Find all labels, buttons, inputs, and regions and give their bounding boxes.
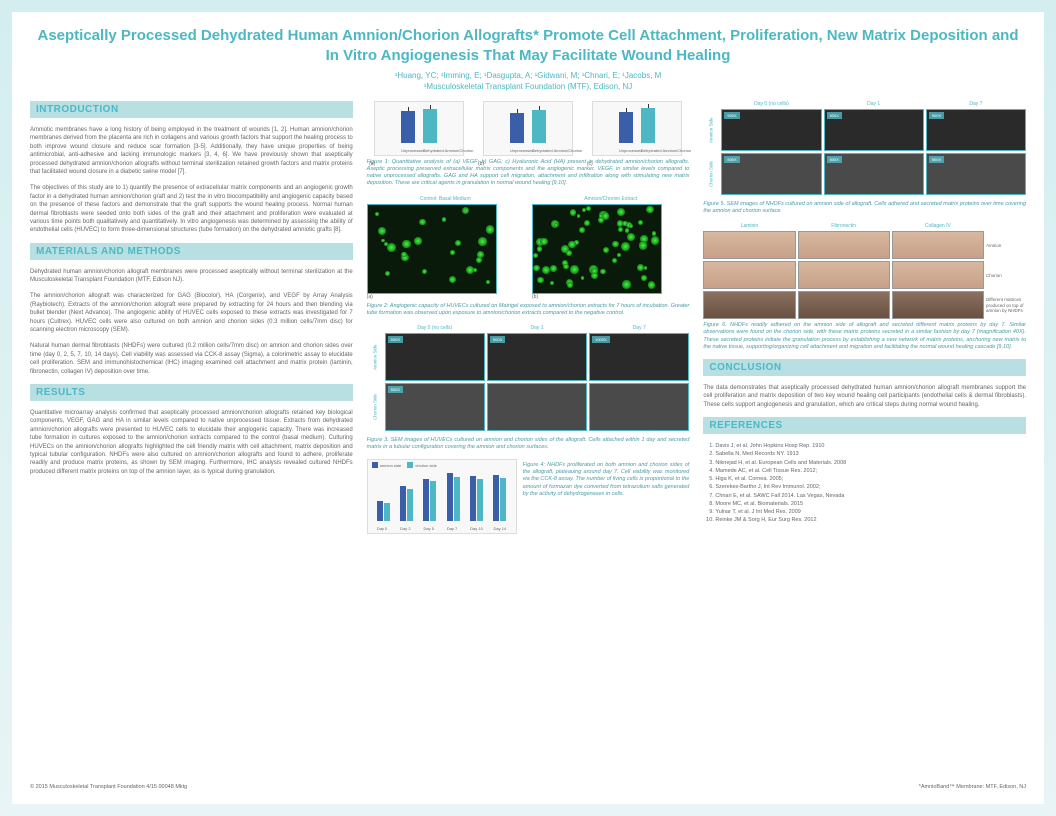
fig1-caption: Figure 1: Quantitative analysis of (a) V… xyxy=(367,159,690,188)
ref-item: Davis J, et al. John Hopkins Hosp Rep. 1… xyxy=(715,442,1026,450)
figure-5: Day 0 (no cells)Day 1Day 7Amnion Side500… xyxy=(703,101,1026,215)
sem-image: 500X xyxy=(385,383,485,431)
ref-item: Reinke JM & Sorg H, Eur Surg Res. 2012 xyxy=(715,516,1026,524)
ref-item: Yulnar T, et al. J Int Med Res. 2009 xyxy=(715,508,1026,516)
fig6-caption: Figure 6. NHDFs readily adhered on the a… xyxy=(703,322,1026,351)
footer: © 2015 Musculoskeletal Transplant Founda… xyxy=(30,784,1026,790)
sem-image: 500X xyxy=(487,333,587,381)
fig4-caption: Figure 4: NHDFs proliferated on both amn… xyxy=(523,462,690,498)
methods-header: MATERIALS AND METHODS xyxy=(30,243,353,260)
histo-image xyxy=(892,291,984,319)
bar-chart: VEGF(a)UnprocessedDehydrated Amnion/Chor… xyxy=(374,101,464,156)
title: Aseptically Processed Dehydrated Human A… xyxy=(30,26,1026,65)
footer-right: *AmnioBand™ Membrane: MTF, Edison, NJ xyxy=(919,784,1026,790)
sem-image: 500X xyxy=(721,153,821,195)
histo-image xyxy=(703,261,795,289)
fig2-label-b: Amnion/Chorion Extract xyxy=(532,196,689,202)
histo-image xyxy=(892,261,984,289)
sem-image: 500X xyxy=(385,333,485,381)
figure-2: Control: Basal Medium (a) Amnion/Chorion… xyxy=(367,196,690,317)
fig2-img-a xyxy=(367,204,497,294)
methods-p2: The amnion/chorion allograft was charact… xyxy=(30,292,353,334)
sem-image: 500X xyxy=(721,109,821,151)
footer-left: © 2015 Musculoskeletal Transplant Founda… xyxy=(30,784,187,790)
results-p1: Quantitative microarray analysis confirm… xyxy=(30,409,353,476)
refs-header: REFERENCES xyxy=(703,417,1026,434)
histo-image xyxy=(703,231,795,259)
fig4-chart: amnion side chorion side Day 0 Day 2 Day… xyxy=(367,459,517,534)
figure-1: VEGF(a)UnprocessedDehydrated Amnion/Chor… xyxy=(367,101,690,188)
bar-chart: GAG(b)UnprocessedDehydrated Amnion/Chori… xyxy=(483,101,573,156)
histo-image xyxy=(703,291,795,319)
authors: ¹Huang, YC; ¹Imming, E; ¹Dasgupta, A; ¹G… xyxy=(30,71,1026,80)
sem-image: 500X xyxy=(824,153,924,195)
fig2-label-a: Control: Basal Medium xyxy=(367,196,524,202)
figure-3: Day 0 (no cells)Day 1Day 7Amnion Side500… xyxy=(367,325,690,451)
figure-6: LamininFibronectinCollagen IVAmnionChori… xyxy=(703,223,1026,351)
columns: INTRODUCTION Amniotic membranes have a l… xyxy=(30,101,1026,778)
histo-image xyxy=(798,291,890,319)
methods-p3: Natural human dermal fibroblasts (NHDFs)… xyxy=(30,342,353,376)
refs-list: Davis J, et al. John Hopkins Hosp Rep. 1… xyxy=(703,442,1026,525)
col-middle: VEGF(a)UnprocessedDehydrated Amnion/Chor… xyxy=(367,101,690,778)
ref-item: Szerekes-Bartho J, Int Rev Immunol. 2002… xyxy=(715,483,1026,491)
fig3-caption: Figure 3. SEM images of HUVECs cultured … xyxy=(367,437,690,451)
histo-image xyxy=(798,231,890,259)
ref-item: Niknejad H, et al. European Cells and Ma… xyxy=(715,459,1026,467)
histo-image xyxy=(892,231,984,259)
sem-image: 500X xyxy=(926,153,1026,195)
ref-item: Higa K, et al. Cornea. 2005; xyxy=(715,475,1026,483)
sem-image: 500X xyxy=(824,109,924,151)
intro-p2: The objectives of this study are to 1) q… xyxy=(30,184,353,234)
affiliation: ¹Musculoskeletal Transplant Foundation (… xyxy=(30,82,1026,91)
results-header: RESULTS xyxy=(30,384,353,401)
ref-item: Mamede AC, et al. Cell Tissue Res. 2012; xyxy=(715,467,1026,475)
conclusion-p1: The data demonstrates that aseptically p… xyxy=(703,384,1026,409)
sem-image: 500X xyxy=(926,109,1026,151)
intro-header: INTRODUCTION xyxy=(30,101,353,118)
sem-image xyxy=(487,383,587,431)
figure-4: amnion side chorion side Day 0 Day 2 Day… xyxy=(367,459,690,534)
ref-item: Chnari E, et al. SAWC Fall 2014. Las Veg… xyxy=(715,492,1026,500)
methods-p1: Dehydrated human amnion/chorion allograf… xyxy=(30,268,353,285)
fig2-img-b xyxy=(532,204,662,294)
sem-image: 1000X xyxy=(589,333,689,381)
intro-p1: Amniotic membranes have a long history o… xyxy=(30,126,353,176)
col-right: Day 0 (no cells)Day 1Day 7Amnion Side500… xyxy=(703,101,1026,778)
ref-item: Moore MC, et al. Biomaterials. 2015 xyxy=(715,500,1026,508)
poster: Aseptically Processed Dehydrated Human A… xyxy=(12,12,1044,804)
sem-image xyxy=(589,383,689,431)
bar-chart: HA(c)UnprocessedDehydrated Amnion/Chorio… xyxy=(592,101,682,156)
fig2-caption: Figure 2: Angiogenic capacity of HUVECs … xyxy=(367,303,690,317)
col-left: INTRODUCTION Amniotic membranes have a l… xyxy=(30,101,353,778)
histo-image xyxy=(798,261,890,289)
fig5-caption: Figure 5. SEM images of NHDFs cultured o… xyxy=(703,201,1026,215)
conclusion-header: CONCLUSION xyxy=(703,359,1026,376)
ref-item: Sabella N, Med Records NY. 1913 xyxy=(715,450,1026,458)
